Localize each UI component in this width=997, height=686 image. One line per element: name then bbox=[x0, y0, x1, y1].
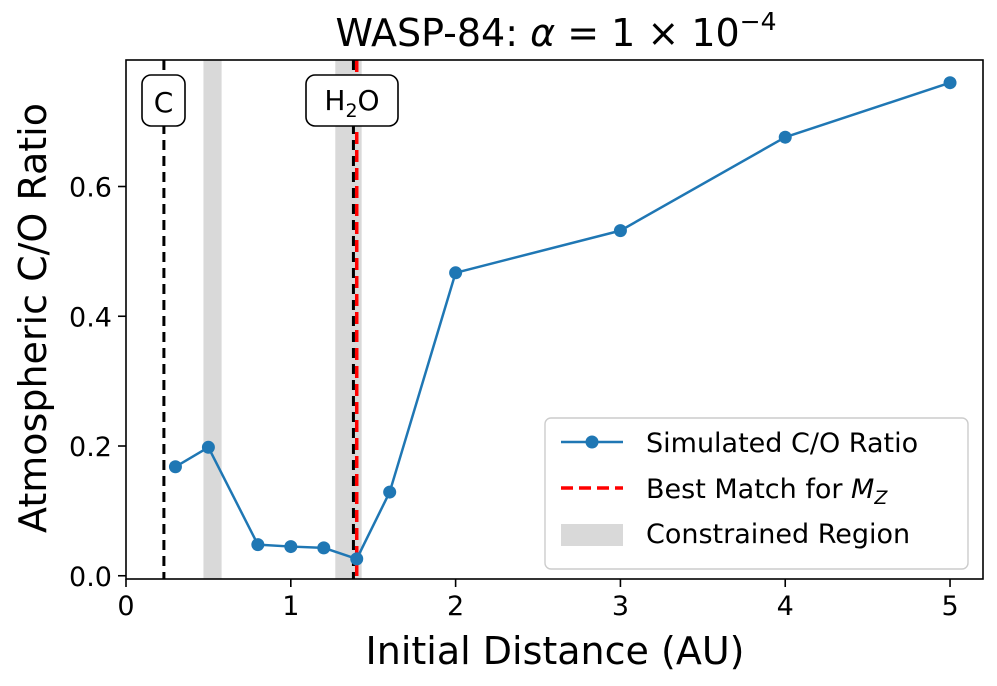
y-tick-label-1: 0.2 bbox=[69, 432, 112, 463]
x-axis: 0 1 2 3 4 5 bbox=[117, 579, 959, 622]
ice-line-label-c: C bbox=[141, 74, 186, 127]
data-point-9 bbox=[778, 130, 792, 144]
svg-text:H2O: H2O bbox=[324, 84, 379, 122]
x-tick-label-5: 5 bbox=[941, 591, 958, 622]
legend-entry-constrained: Constrained Region bbox=[561, 519, 910, 550]
constrained-band-0 bbox=[203, 60, 222, 579]
data-point-6 bbox=[383, 485, 397, 499]
svg-text:Constrained Region: Constrained Region bbox=[646, 519, 910, 550]
legend-box bbox=[544, 417, 969, 570]
data-point-7 bbox=[449, 266, 463, 280]
data-point-1 bbox=[201, 440, 215, 454]
plot-area bbox=[162, 60, 957, 579]
x-tick-label-2: 2 bbox=[447, 591, 464, 622]
chart-title: WASP-84: α = 1 × 10−4 bbox=[335, 7, 776, 55]
axes-frame bbox=[125, 59, 984, 580]
legend: Simulated C/O Ratio Best Match for MZ Co… bbox=[544, 417, 969, 570]
x-axis-label: Initial Distance (AU) bbox=[366, 629, 745, 673]
data-point-3 bbox=[284, 540, 298, 554]
data-point-4 bbox=[317, 541, 331, 555]
y-tick-label-0: 0.0 bbox=[69, 562, 112, 593]
y-tick-label-2: 0.4 bbox=[69, 302, 112, 333]
svg-text:C: C bbox=[154, 86, 174, 119]
y-tick-label-3: 0.6 bbox=[69, 173, 112, 204]
data-point-5 bbox=[350, 552, 364, 566]
svg-text:Simulated C/O Ratio: Simulated C/O Ratio bbox=[646, 428, 918, 459]
legend-entry-simulated: Simulated C/O Ratio bbox=[561, 428, 918, 459]
x-tick-label-3: 3 bbox=[612, 591, 629, 622]
data-point-10 bbox=[943, 76, 957, 90]
y-axis: 0.0 0.2 0.4 0.6 bbox=[69, 173, 126, 593]
data-point-8 bbox=[613, 224, 627, 238]
y-axis-label: Atmospheric C/O Ratio bbox=[11, 103, 55, 533]
x-tick-label-4: 4 bbox=[777, 591, 794, 622]
x-tick-label-0: 0 bbox=[117, 591, 134, 622]
legend-entry-best-match: Best Match for MZ bbox=[561, 474, 888, 509]
data-point-0 bbox=[168, 460, 182, 474]
data-point-2 bbox=[251, 538, 265, 552]
svg-text:Best Match for MZ: Best Match for MZ bbox=[646, 474, 888, 509]
x-tick-label-1: 1 bbox=[282, 591, 299, 622]
ice-line-label-h2o: H2O bbox=[305, 74, 399, 127]
